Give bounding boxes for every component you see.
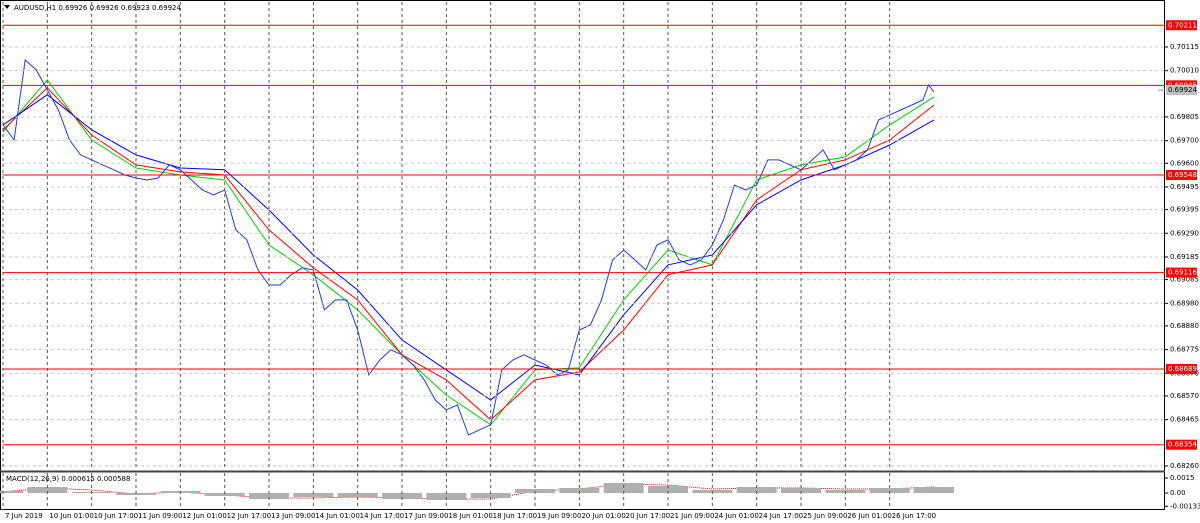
histogram-bar bbox=[559, 488, 600, 493]
level-label: 0.68354 bbox=[1168, 441, 1197, 449]
series-line bbox=[2, 87, 935, 421]
series-line bbox=[2, 94, 935, 401]
chart-frame bbox=[0, 0, 1165, 510]
histogram-bar bbox=[0, 491, 23, 493]
x-tick-label: 18 Jun 17:00 bbox=[493, 512, 537, 520]
y-tick-label: 0.0015 bbox=[1170, 474, 1195, 482]
x-tick-label: 24 Jun 01:00 bbox=[714, 512, 758, 520]
y-tick-label: 0.69185 bbox=[1170, 253, 1199, 261]
x-tick-label: 13 Jun 09:00 bbox=[271, 512, 315, 520]
x-tick-label: 7 Jun 2019 bbox=[5, 512, 43, 520]
y-tick-label: 0.68775 bbox=[1170, 346, 1199, 354]
indicator-header: MACD(12,26,9) 0.000615 0.000588 bbox=[6, 475, 130, 483]
level-label: 0.69116 bbox=[1168, 269, 1197, 277]
level-label: 0.69548 bbox=[1168, 171, 1197, 179]
x-tick-label: 25 Jun 09:00 bbox=[803, 512, 847, 520]
x-tick-label: 14 Jun 01:00 bbox=[315, 512, 359, 520]
x-tick-label: 14 Jun 17:00 bbox=[360, 512, 404, 520]
series-line bbox=[2, 79, 935, 426]
signal-value: 0.000588 bbox=[97, 475, 130, 483]
menu-arrow[interactable] bbox=[4, 5, 10, 9]
x-tick-label: 10 Jun 17:00 bbox=[94, 512, 138, 520]
histogram-bar bbox=[781, 488, 822, 493]
histogram-bar bbox=[249, 493, 290, 499]
last-price-label: 0.69924 bbox=[1168, 86, 1197, 94]
histogram-bar bbox=[869, 488, 910, 493]
x-tick-label: 24 Jun 17:00 bbox=[759, 512, 803, 520]
histogram-bar bbox=[382, 493, 423, 499]
overlay: 0.702110.699450.695480.691160.686890.683… bbox=[3, 20, 1197, 450]
low: 0.69923 bbox=[121, 4, 150, 12]
x-tick-label: 18 Jun 01:00 bbox=[448, 512, 492, 520]
series-line bbox=[2, 58, 935, 436]
symbol: AUDUSD,H1 bbox=[14, 4, 56, 12]
y-tick-label: 0.69085 bbox=[1170, 276, 1199, 284]
y-tick-label: 0.69495 bbox=[1170, 183, 1199, 191]
histogram-bar bbox=[914, 487, 955, 493]
y-tick-label: 0.70115 bbox=[1170, 43, 1199, 51]
x-tick-label: 12 Jun 17:00 bbox=[227, 512, 271, 520]
y-tick-label: 0.68260 bbox=[1170, 462, 1199, 470]
y-tick-label: 0.69290 bbox=[1170, 229, 1199, 237]
macd-value: 0.000615 bbox=[61, 475, 94, 483]
y-tick-label: -0.001331 bbox=[1170, 502, 1200, 510]
level-label-bg bbox=[1166, 267, 1197, 278]
level-label-bg bbox=[1166, 20, 1197, 31]
x-tick-label: 20 Jun 01:00 bbox=[581, 512, 625, 520]
y-tick-label: 0.68465 bbox=[1170, 416, 1199, 424]
level-label-bg bbox=[1166, 170, 1197, 181]
y-tick-label: 0.69700 bbox=[1170, 137, 1199, 145]
x-tick-label: 11 Jun 09:00 bbox=[138, 512, 182, 520]
histogram-bar bbox=[648, 486, 689, 493]
y-tick-label: 0.69395 bbox=[1170, 206, 1199, 214]
level-label: 0.70211 bbox=[1168, 21, 1197, 29]
level-label-bg bbox=[1166, 364, 1197, 375]
high: 0.69926 bbox=[90, 4, 119, 12]
histogram-bar bbox=[337, 493, 378, 497]
chart-header: AUDUSD,H1 0.69926 0.69926 0.69923 0.6992… bbox=[14, 4, 181, 12]
last-price-bg bbox=[1166, 85, 1197, 96]
close: 0.69924 bbox=[152, 4, 181, 12]
x-tick-label: 17 Jun 09:00 bbox=[404, 512, 448, 520]
histogram-bar bbox=[470, 493, 511, 498]
histogram-bar bbox=[204, 493, 245, 496]
x-tick-label: 10 Jun 01:00 bbox=[49, 512, 93, 520]
y-tick-label: 0.68570 bbox=[1170, 392, 1199, 400]
open: 0.69926 bbox=[58, 4, 87, 12]
y-tick-label: 0.68980 bbox=[1170, 299, 1199, 307]
histogram-bar bbox=[426, 493, 467, 500]
x-tick-label: 21 Jun 09:00 bbox=[670, 512, 714, 520]
histogram-bar bbox=[27, 487, 68, 493]
level-label-bg bbox=[1166, 439, 1197, 450]
y-tick-label: 0.70010 bbox=[1170, 67, 1199, 75]
x-tick-label: 26 Jun 01:00 bbox=[847, 512, 891, 520]
y-tick-label: 0.00 bbox=[1170, 489, 1186, 497]
x-tick-label: 19 Jun 09:00 bbox=[537, 512, 581, 520]
histogram-bar bbox=[293, 493, 334, 497]
x-tick-label: 26 Jun 17:00 bbox=[892, 512, 936, 520]
y-tick-label: 0.69600 bbox=[1170, 159, 1199, 167]
indicator-name: MACD(12,26,9) bbox=[6, 475, 59, 483]
series-line bbox=[2, 483, 935, 500]
x-tick-label: 20 Jun 17:00 bbox=[626, 512, 670, 520]
y-tick-label: 0.69805 bbox=[1170, 113, 1199, 121]
y-tick-label: 0.68880 bbox=[1170, 322, 1199, 330]
level-label: 0.68689 bbox=[1168, 365, 1197, 373]
histogram-bar bbox=[736, 487, 777, 493]
x-tick-label: 12 Jun 01:00 bbox=[182, 512, 226, 520]
